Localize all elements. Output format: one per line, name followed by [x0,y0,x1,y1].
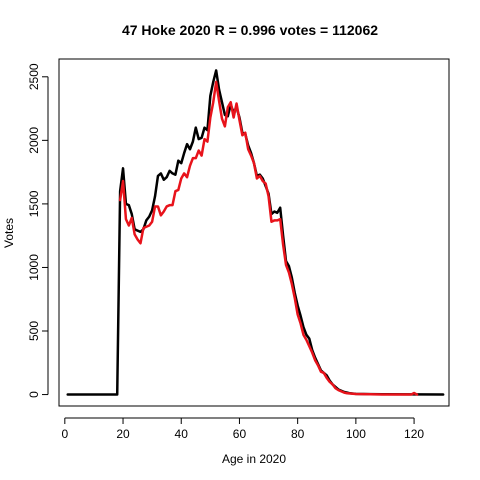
series-line-2 [118,80,419,396]
x-axis: 0 20 40 60 80 100 120 [61,417,424,441]
y-axis: 0 500 1000 1500 2000 2500 [27,63,49,398]
y-tick-label: 1500 [27,190,41,217]
y-tick-label: 0 [27,391,41,398]
x-tick-label: 0 [61,427,68,441]
y-tick-label: 2500 [27,63,41,90]
y-axis-label: Votes [2,218,16,248]
y-tick-label: 1000 [27,254,41,281]
x-tick-label: 20 [116,427,130,441]
series-line-1 [66,69,445,396]
x-tick-label: 60 [233,427,247,441]
x-tick-label: 40 [175,427,189,441]
x-tick-label: 80 [291,427,305,441]
chart-title: 47 Hoke 2020 R = 0.996 votes = 112062 [122,22,378,38]
x-tick-label: 100 [346,427,366,441]
x-axis-label: Age in 2020 [222,452,286,466]
x-tick-label: 120 [404,427,424,441]
y-tick-label: 2000 [27,127,41,154]
series-layer [66,69,445,396]
y-tick-label: 500 [27,321,41,341]
plot-frame [58,58,450,407]
